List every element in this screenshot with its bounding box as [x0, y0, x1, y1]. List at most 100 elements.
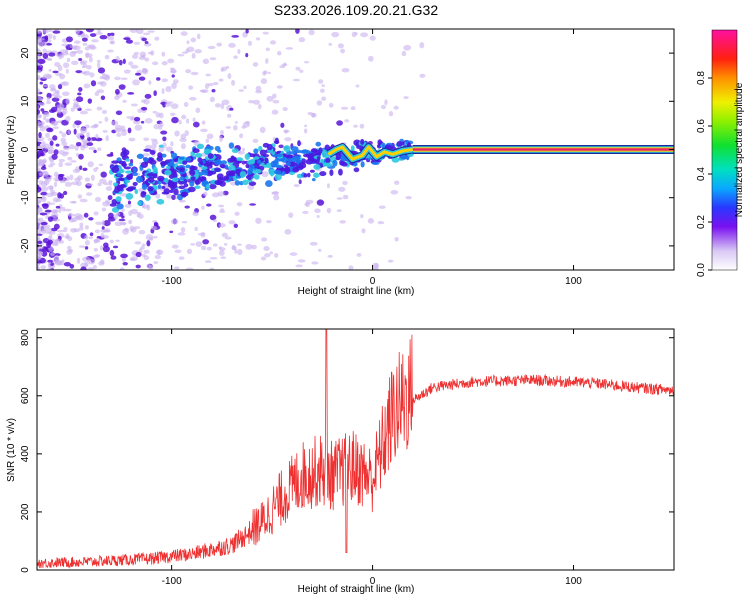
- noise-speckle: [341, 68, 350, 73]
- noise-speckle: [122, 58, 126, 65]
- colorbar: 0.0 0.2 0.4 0.6 0.8 Normalized spectral ampl…: [696, 29, 745, 277]
- noise-speckle: [89, 33, 97, 37]
- noise-speckle: [314, 208, 321, 213]
- signal-blob: [319, 171, 327, 177]
- noise-speckle: [37, 246, 44, 250]
- noise-speckle: [40, 191, 48, 196]
- signal-blob: [322, 151, 327, 158]
- signal-blob: [274, 153, 283, 158]
- noise-speckle: [204, 83, 209, 90]
- noise-speckle: [200, 231, 206, 238]
- noise-speckle: [80, 71, 88, 74]
- noise-speckle: [37, 233, 43, 236]
- noise-speckle: [90, 80, 97, 87]
- noise-speckle: [181, 114, 187, 120]
- noise-speckle: [109, 239, 114, 244]
- noise-speckle: [37, 141, 42, 145]
- noise-speckle: [123, 69, 131, 74]
- noise-speckle: [87, 161, 94, 168]
- noise-speckle: [237, 248, 243, 256]
- noise-speckle: [184, 205, 190, 209]
- noise-speckle: [236, 202, 243, 207]
- noise-speckle: [47, 236, 52, 239]
- noise-speckle: [64, 162, 73, 166]
- signal-blob: [242, 179, 249, 186]
- noise-speckle: [100, 95, 106, 101]
- signal-blob: [128, 162, 134, 167]
- noise-speckle: [102, 201, 110, 207]
- noise-speckle: [53, 171, 59, 178]
- noise-speckle: [205, 73, 212, 77]
- noise-speckle: [238, 89, 245, 92]
- noise-speckle: [97, 29, 101, 34]
- noise-speckle: [37, 39, 42, 44]
- noise-speckle: [174, 249, 182, 254]
- signal-blob: [196, 143, 205, 150]
- noise-speckle: [378, 205, 386, 209]
- signal-blob: [146, 172, 155, 177]
- noise-speckle: [41, 203, 49, 207]
- noise-speckle: [48, 149, 53, 154]
- noise-speckle: [90, 125, 97, 129]
- noise-speckle: [50, 106, 58, 113]
- noise-speckle: [146, 240, 151, 247]
- noise-speckle: [72, 45, 78, 50]
- noise-speckle: [326, 207, 332, 214]
- noise-speckle: [219, 247, 226, 251]
- signal-blob: [178, 185, 186, 190]
- noise-speckle: [136, 29, 144, 35]
- noise-speckle: [271, 109, 279, 115]
- noise-speckle: [147, 30, 155, 33]
- noise-speckle: [37, 97, 44, 102]
- noise-speckle: [292, 78, 300, 82]
- noise-speckle: [66, 245, 72, 250]
- signal-blob: [260, 162, 265, 167]
- noise-speckle: [265, 58, 269, 64]
- signal-blob: [324, 162, 333, 167]
- noise-speckle: [49, 159, 55, 163]
- noise-speckle: [218, 204, 225, 208]
- signal-blob: [248, 181, 257, 186]
- noise-speckle: [121, 208, 125, 213]
- noise-speckle: [50, 209, 58, 214]
- noise-speckle: [155, 193, 161, 199]
- noise-speckle: [158, 146, 165, 153]
- noise-speckle: [49, 88, 57, 92]
- noise-speckle: [170, 218, 179, 225]
- noise-speckle: [40, 221, 48, 226]
- noise-speckle: [139, 51, 147, 58]
- noise-speckle: [201, 120, 206, 125]
- noise-speckle: [58, 204, 63, 211]
- noise-speckle: [295, 264, 303, 268]
- noise-speckle: [95, 221, 103, 226]
- noise-speckle: [87, 267, 95, 270]
- noise-speckle: [135, 264, 141, 269]
- noise-speckle: [68, 249, 74, 253]
- signal-blob: [228, 164, 236, 171]
- noise-speckle: [368, 55, 374, 62]
- noise-speckle: [372, 267, 379, 270]
- noise-speckle: [186, 248, 193, 255]
- noise-speckle: [67, 156, 73, 161]
- noise-speckle: [336, 197, 343, 200]
- noise-speckle: [143, 249, 150, 254]
- signal-blob: [257, 159, 262, 164]
- noise-speckle: [328, 102, 334, 108]
- noise-speckle: [53, 149, 59, 155]
- noise-speckle: [63, 62, 70, 69]
- noise-speckle: [88, 217, 94, 221]
- noise-speckle: [359, 123, 365, 129]
- noise-speckle: [71, 217, 78, 223]
- snr-x-tick-label: -100: [162, 576, 182, 587]
- noise-speckle: [307, 111, 313, 116]
- noise-speckle: [85, 192, 93, 196]
- snr-y-tick-label: 800: [20, 329, 31, 346]
- noise-speckle: [220, 256, 227, 259]
- signal-blob: [124, 179, 131, 183]
- noise-speckle: [41, 29, 49, 32]
- noise-speckle: [209, 267, 215, 270]
- noise-speckle: [56, 229, 65, 233]
- noise-speckle: [115, 239, 120, 242]
- noise-speckle: [183, 101, 189, 107]
- snr-y-tick-label: 0: [20, 567, 31, 573]
